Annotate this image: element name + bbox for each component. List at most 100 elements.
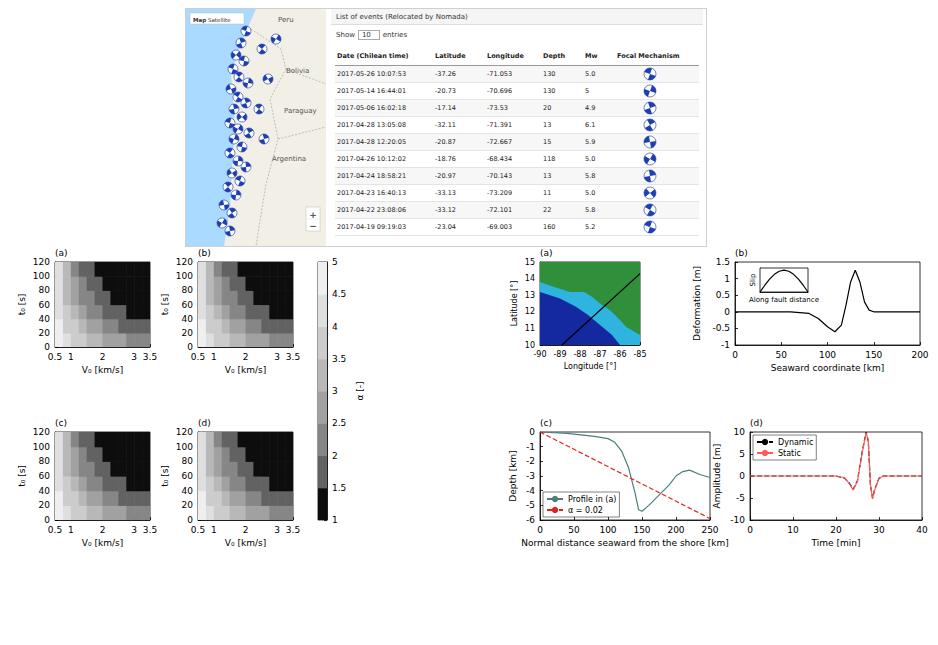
svg-text:3.5: 3.5 (286, 352, 300, 362)
svg-text:-3: -3 (526, 471, 535, 481)
svg-text:20: 20 (830, 525, 842, 535)
svg-text:Map: Map (193, 17, 206, 24)
svg-text:1: 1 (211, 352, 217, 362)
svg-text:150: 150 (865, 350, 882, 360)
svg-text:V₀ [km/s]: V₀ [km/s] (82, 365, 123, 375)
svg-text:120: 120 (33, 427, 50, 437)
svg-text:3: 3 (131, 352, 137, 362)
svg-text:0: 0 (187, 342, 193, 352)
svg-text:2: 2 (243, 352, 249, 362)
svg-text:(d): (d) (750, 418, 763, 428)
svg-text:120: 120 (176, 427, 193, 437)
svg-text:0: 0 (44, 515, 50, 525)
svg-text:0: 0 (529, 427, 535, 437)
svg-text:60: 60 (182, 300, 194, 310)
svg-text:-6: -6 (526, 515, 535, 525)
svg-text:0.5: 0.5 (716, 290, 730, 300)
svg-text:2.5: 2.5 (332, 418, 346, 428)
svg-text:0.5: 0.5 (48, 525, 62, 535)
svg-text:40: 40 (39, 486, 51, 496)
svg-text:+: + (309, 210, 317, 220)
svg-text:20: 20 (39, 500, 51, 510)
svg-text:-86: -86 (613, 350, 626, 359)
svg-text:-85: -85 (633, 350, 646, 359)
svg-text:Paraguay: Paraguay (284, 107, 317, 115)
svg-text:100: 100 (33, 271, 50, 281)
svg-text:-4: -4 (526, 486, 535, 496)
svg-text:Longitude [°]: Longitude [°] (564, 362, 617, 371)
svg-text:t₀ [s]: t₀ [s] (160, 294, 170, 316)
svg-text:1: 1 (211, 525, 217, 535)
svg-text:2: 2 (100, 525, 106, 535)
svg-text:Peru: Peru (278, 16, 294, 24)
svg-text:0: 0 (187, 515, 193, 525)
svg-text:(b): (b) (735, 248, 748, 258)
svg-text:Dynamic: Dynamic (778, 438, 813, 447)
svg-text:60: 60 (39, 300, 51, 310)
svg-text:3: 3 (332, 386, 338, 396)
svg-text:Static: Static (778, 449, 801, 458)
svg-text:t₀ [s]: t₀ [s] (17, 465, 27, 487)
svg-text:(d): (d) (198, 418, 211, 428)
svg-text:5: 5 (739, 449, 745, 459)
svg-text:0: 0 (537, 525, 543, 535)
svg-text:V₀ [km/s]: V₀ [km/s] (225, 365, 266, 375)
svg-text:100: 100 (176, 442, 193, 452)
svg-text:40: 40 (916, 525, 928, 535)
svg-text:Depth [km]: Depth [km] (508, 450, 518, 501)
svg-text:-0.5: -0.5 (712, 323, 730, 333)
svg-text:11: 11 (525, 324, 535, 333)
svg-text:-1: -1 (526, 442, 535, 452)
svg-text:Time [min]: Time [min] (811, 538, 861, 548)
svg-text:13: 13 (525, 291, 535, 300)
svg-text:-88: -88 (573, 350, 586, 359)
svg-text:20: 20 (182, 500, 194, 510)
svg-text:4.5: 4.5 (332, 289, 346, 299)
svg-text:(a): (a) (540, 248, 553, 258)
svg-text:10: 10 (787, 525, 799, 535)
svg-text:0.5: 0.5 (191, 525, 205, 535)
svg-text:14: 14 (525, 274, 535, 283)
svg-text:1: 1 (724, 274, 730, 284)
svg-text:80: 80 (39, 285, 51, 295)
svg-text:60: 60 (182, 471, 194, 481)
svg-text:1: 1 (332, 515, 338, 525)
svg-text:50: 50 (568, 525, 580, 535)
svg-text:60: 60 (39, 471, 51, 481)
svg-text:-2: -2 (526, 456, 535, 466)
svg-text:100: 100 (819, 350, 836, 360)
svg-text:100: 100 (599, 525, 616, 535)
svg-text:80: 80 (182, 456, 194, 466)
svg-text:-10: -10 (730, 515, 745, 525)
svg-text:V₀ [km/s]: V₀ [km/s] (82, 538, 123, 548)
svg-text:(c): (c) (55, 418, 67, 428)
svg-text:3.5: 3.5 (143, 352, 157, 362)
svg-text:Amplitude [m]: Amplitude [m] (712, 444, 722, 509)
svg-text:1.5: 1.5 (716, 257, 730, 267)
svg-text:2: 2 (100, 352, 106, 362)
svg-text:Latitude [°]: Latitude [°] (510, 281, 519, 327)
svg-text:40: 40 (182, 486, 194, 496)
svg-text:V₀ [km/s]: V₀ [km/s] (225, 538, 266, 548)
svg-text:(a): (a) (55, 248, 68, 258)
svg-text:20: 20 (39, 328, 51, 338)
svg-text:30: 30 (873, 525, 885, 535)
svg-text:t₀ [s]: t₀ [s] (17, 294, 27, 316)
svg-text:3: 3 (274, 525, 280, 535)
svg-text:-89: -89 (553, 350, 566, 359)
svg-text:200: 200 (667, 525, 684, 535)
svg-text:Slip: Slip (749, 273, 757, 286)
svg-text:0: 0 (732, 350, 738, 360)
svg-text:50: 50 (776, 350, 788, 360)
svg-text:10: 10 (734, 427, 746, 437)
svg-text:-1: -1 (721, 340, 730, 350)
svg-text:0: 0 (724, 307, 730, 317)
svg-text:Seaward coordinate [km]: Seaward coordinate [km] (771, 363, 885, 373)
svg-text:Normal distance seaward from t: Normal distance seaward from the shore [… (521, 538, 728, 548)
svg-text:-5: -5 (526, 500, 535, 510)
svg-text:Argentina: Argentina (272, 155, 306, 163)
svg-text:-90: -90 (533, 350, 546, 359)
svg-text:Bolivia: Bolivia (286, 67, 309, 75)
svg-text:3.5: 3.5 (332, 354, 346, 364)
svg-text:80: 80 (182, 285, 194, 295)
